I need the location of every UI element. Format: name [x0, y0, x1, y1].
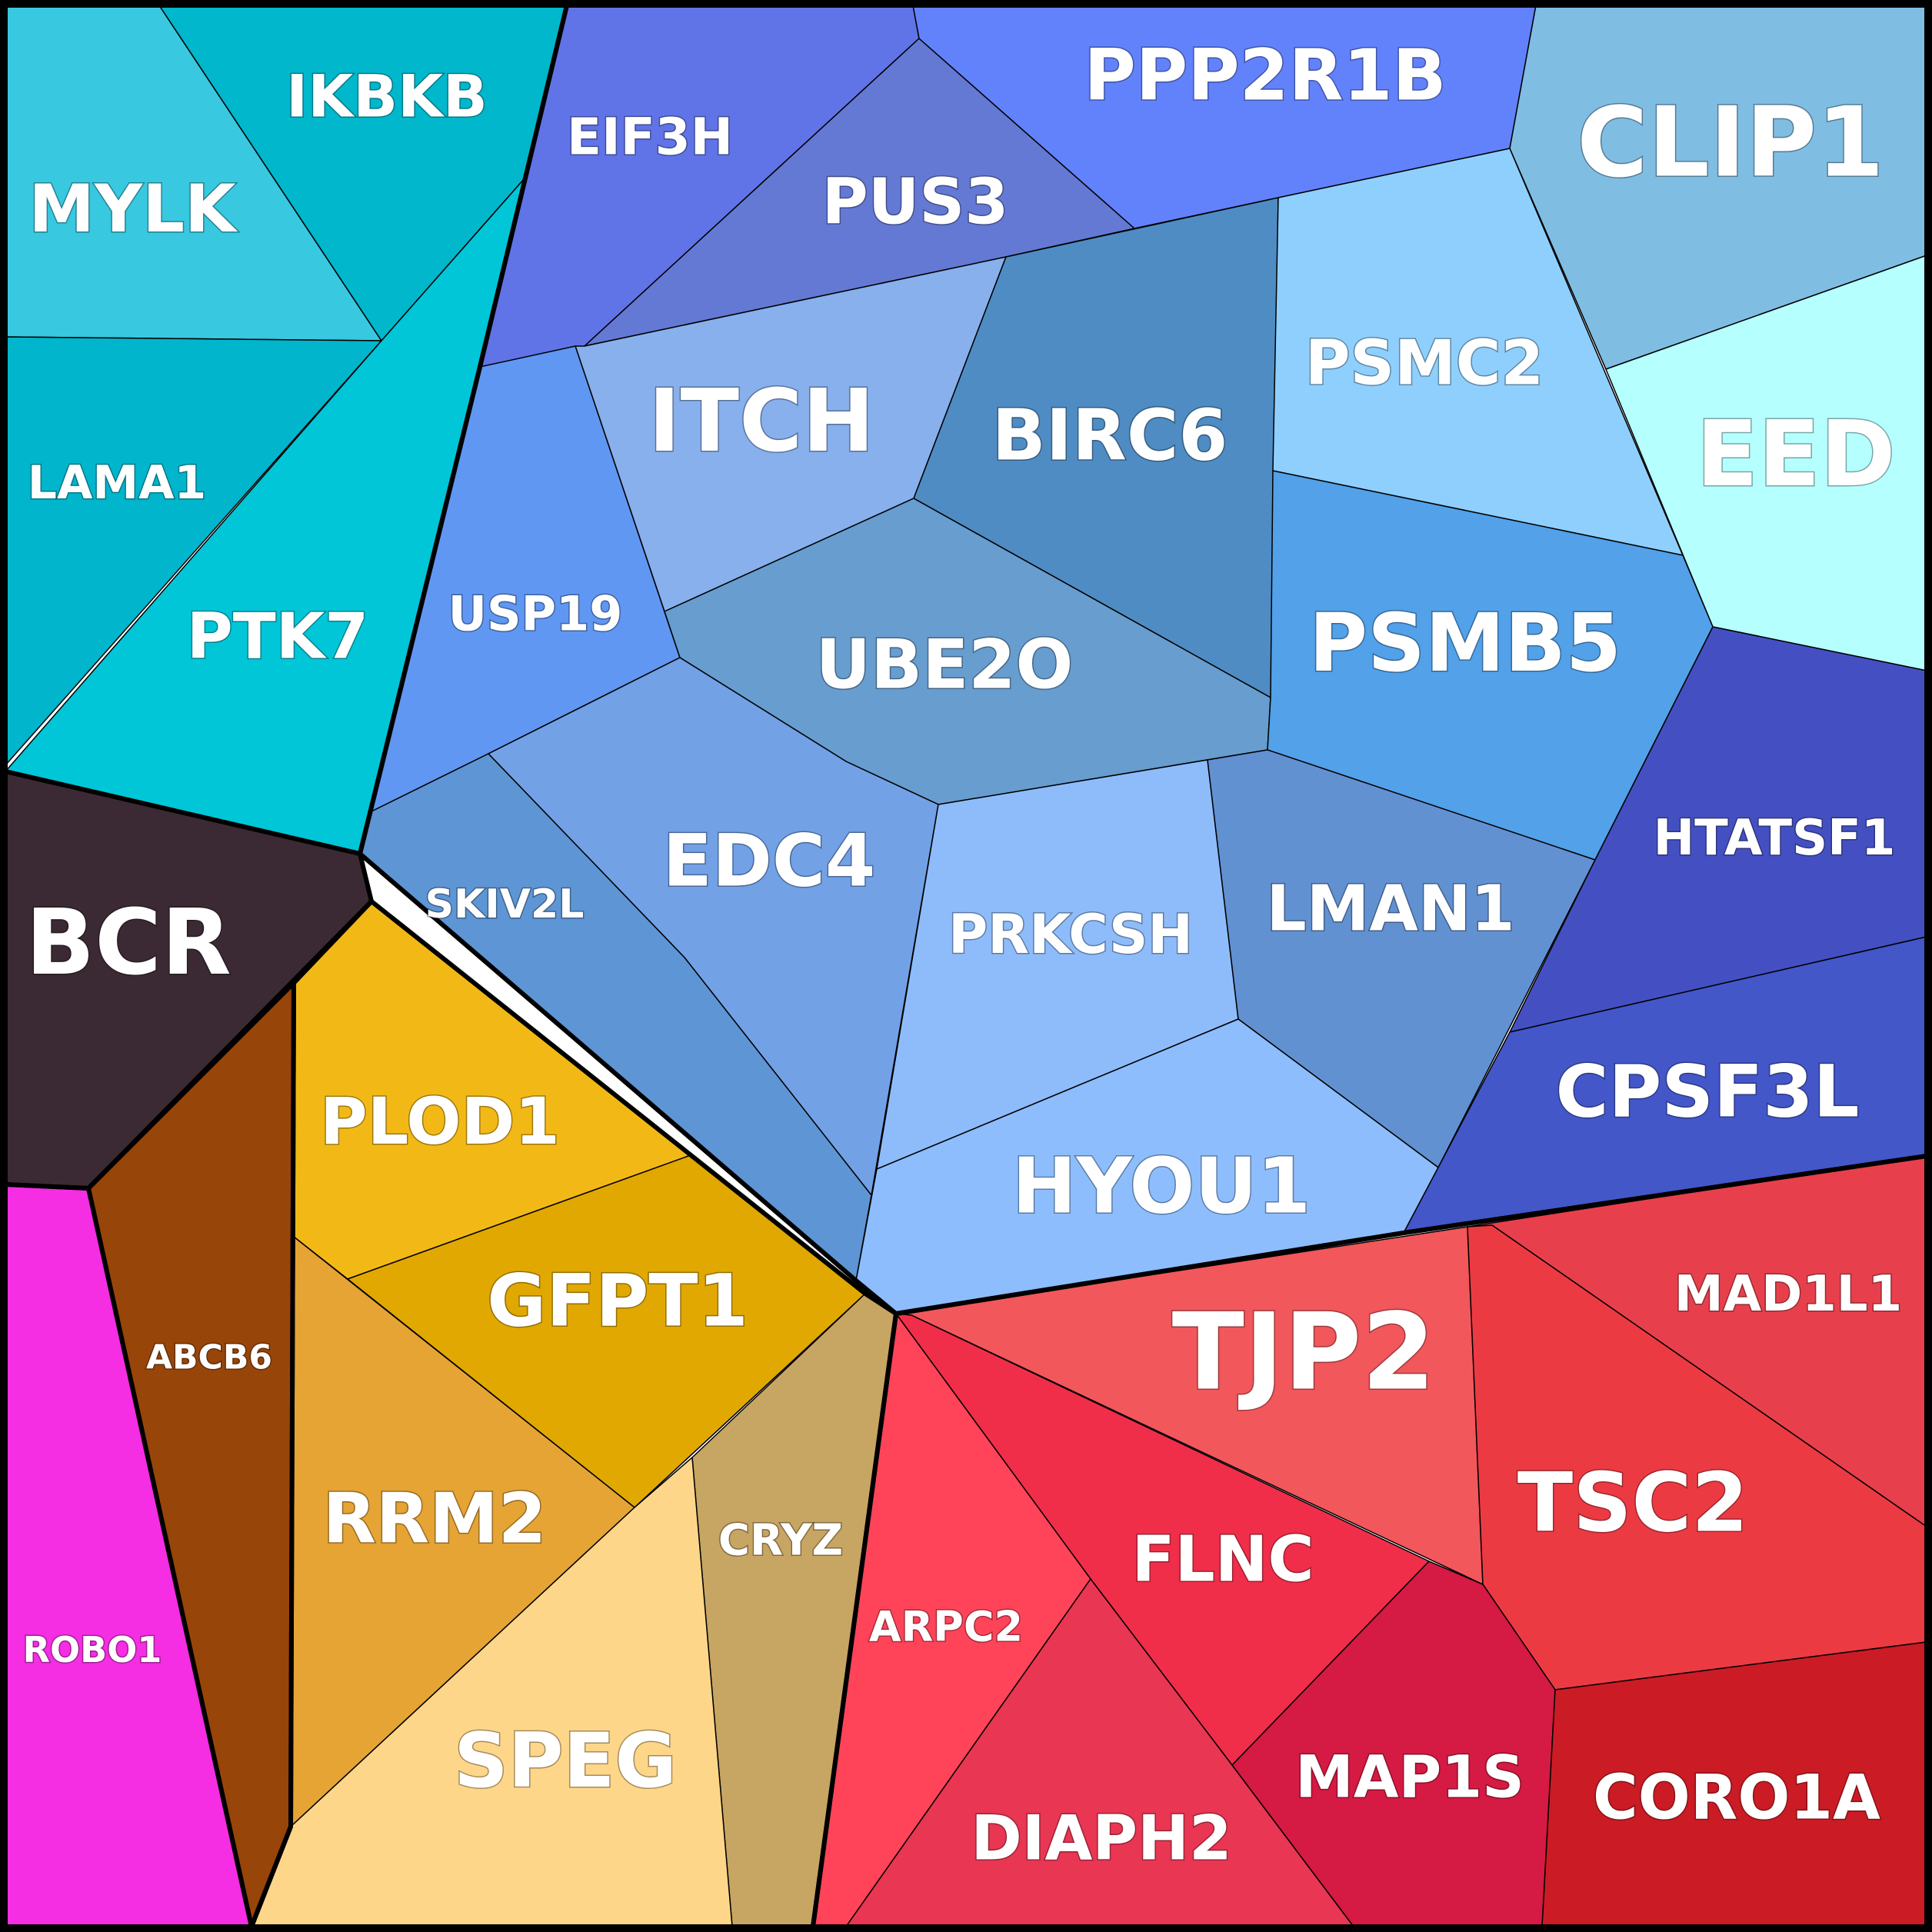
- cell-label-arpc2: ARPC2: [869, 1603, 1023, 1651]
- cell-label-robo1: ROBO1: [23, 1629, 162, 1671]
- cell-label-abcb6: ABCB6: [146, 1338, 272, 1377]
- cell-label-mylk: MYLK: [28, 171, 238, 248]
- cell-label-bcr: BCR: [25, 889, 231, 995]
- cell-label-map1s: MAP1S: [1295, 1743, 1524, 1811]
- cell-label-flnc: FLNC: [1131, 1524, 1314, 1597]
- cell-label-edc4: EDC4: [663, 820, 876, 904]
- cell-label-rrm2: RRM2: [323, 1479, 547, 1560]
- cell-label-cryz: CRYZ: [718, 1516, 843, 1566]
- cell-label-tjp2: TJP2: [1172, 1291, 1436, 1414]
- cell-label-speg: SPEG: [454, 1717, 677, 1805]
- cell-label-eed: EED: [1696, 401, 1895, 507]
- cell-label-cpsf3l: CPSF3L: [1555, 1051, 1859, 1134]
- cell-label-ptk7: PTK7: [187, 601, 369, 674]
- cell-label-usp19: USP19: [448, 586, 623, 642]
- cell-lman1: [1207, 749, 1597, 1169]
- cell-label-birc6: BIRC6: [992, 395, 1228, 477]
- cell-label-diaph2: DIAPH2: [971, 1803, 1231, 1874]
- cell-label-psmc2: PSMC2: [1305, 328, 1544, 399]
- cell-label-hyou1: HYOU1: [1012, 1141, 1311, 1231]
- cell-label-itch: ITCH: [648, 371, 874, 471]
- cell-label-coro1a: CORO1A: [1593, 1762, 1880, 1834]
- cell-label-prkcsh: PRKCSH: [948, 903, 1193, 966]
- cell-label-mad1l1: MAD1L1: [1674, 1266, 1902, 1323]
- cell-label-plod1: PLOD1: [320, 1084, 560, 1159]
- cell-label-ppp2r1b: PPP2R1B: [1084, 35, 1446, 117]
- cell-label-ikbkb: IKBKB: [286, 62, 488, 131]
- cell-label-tsc2: TSC2: [1517, 1456, 1748, 1551]
- cell-label-clip1: CLIP1: [1577, 86, 1884, 199]
- cell-label-lman1: LMAN1: [1267, 873, 1515, 946]
- cell-label-lama1: LAMA1: [28, 456, 207, 510]
- cell-label-htatsf1: HTATSF1: [1654, 810, 1896, 867]
- cell-label-psmb5: PSMB5: [1309, 596, 1621, 690]
- cell-label-skiv2l: SKIV2L: [425, 881, 585, 928]
- cell-label-eif3h: EIF3H: [567, 108, 733, 167]
- cell-label-gfpt1: GFPT1: [487, 1260, 748, 1344]
- cell-label-ube2o: UBE2O: [816, 625, 1074, 705]
- cell-label-pus3: PUS3: [822, 166, 1009, 239]
